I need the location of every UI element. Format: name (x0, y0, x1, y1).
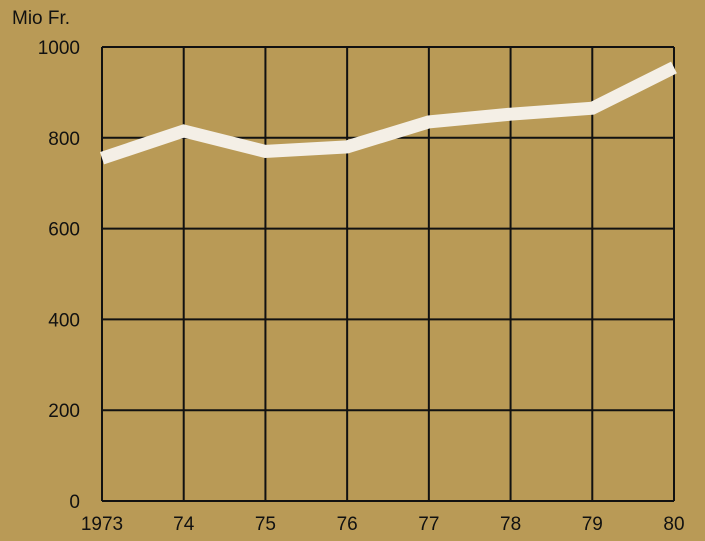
x-tick-label-1976: 76 (337, 514, 358, 535)
y-tick-label-0: 0 (69, 492, 80, 513)
y-unit-label: Mio Fr. (12, 8, 70, 29)
series-line-1 (99, 61, 677, 165)
y-tick-label-1000: 1000 (38, 38, 80, 59)
y-tick-label-200: 200 (48, 401, 80, 422)
y-tick-label-600: 600 (48, 220, 80, 241)
x-tick-label-1979: 79 (582, 514, 603, 535)
y-tick-label-800: 800 (48, 129, 80, 150)
y-tick-label-400: 400 (48, 310, 80, 331)
x-tick-label-1980: 80 (663, 514, 684, 535)
series-layer (99, 61, 677, 165)
x-tick-label-1975: 75 (255, 514, 276, 535)
x-tick-label-1978: 78 (500, 514, 521, 535)
axis-label-layer: 0 200 400 600 800 1000 1973 74 75 76 77 78 79 80 Mio F… (12, 8, 685, 535)
x-tick-label-1977: 77 (418, 514, 439, 535)
x-tick-label-1973: 1973 (81, 514, 123, 535)
x-tick-label-1974: 74 (173, 514, 195, 535)
